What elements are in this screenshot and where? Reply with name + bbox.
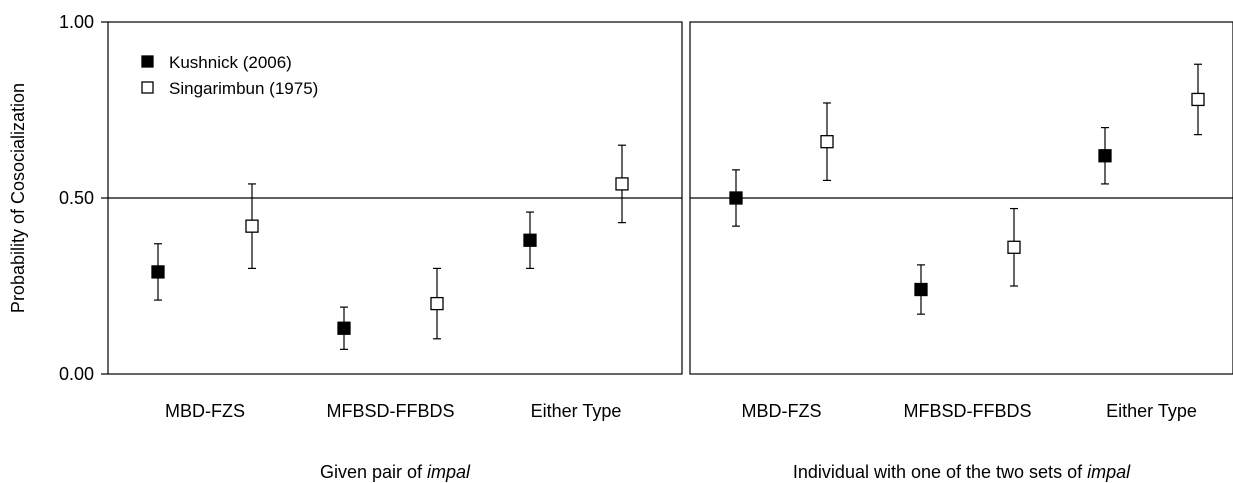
x-axis-title-panel-1: Given pair of impal [320, 462, 471, 482]
x-tick-label: MBD-FZS [165, 401, 245, 421]
data-point-singarimbun [1191, 92, 1205, 107]
data-point-kushnick [1098, 149, 1112, 163]
data-point-singarimbun [430, 296, 444, 311]
x-axis-title-part: Given pair of [320, 462, 427, 482]
data-point-singarimbun [1007, 240, 1021, 254]
legend-marker [141, 81, 154, 94]
data-point-kushnick [337, 321, 351, 335]
y-tick-label: 0.50 [59, 188, 94, 208]
data-point-singarimbun [245, 219, 259, 233]
x-axis-title-part: Individual with one of the two sets of [793, 462, 1087, 482]
x-axis-title-panel-2: Individual with one of the two sets of i… [793, 462, 1131, 482]
x-tick-label: MBD-FZS [742, 401, 822, 421]
y-axis-title: Probability of Cosocialization [8, 83, 28, 313]
x-tick-label: MFBSD-FFBDS [327, 401, 455, 421]
data-point-kushnick [151, 265, 165, 279]
x-axis-title-part: impal [1087, 462, 1131, 482]
data-point-kushnick [729, 191, 743, 205]
data-point-singarimbun [820, 135, 834, 149]
legend-label: Singarimbun (1975) [169, 79, 318, 98]
data-point-kushnick [914, 282, 928, 297]
y-tick-label: 1.00 [59, 12, 94, 32]
y-tick-label: 0.00 [59, 364, 94, 384]
x-axis-title-part: impal [427, 462, 471, 482]
data-point-kushnick [523, 233, 537, 247]
legend-marker [141, 55, 154, 68]
x-tick-label: Either Type [1106, 401, 1197, 421]
legend-label: Kushnick (2006) [169, 53, 292, 72]
x-tick-label: Either Type [531, 401, 622, 421]
data-point-singarimbun [615, 177, 629, 191]
x-tick-label: MFBSD-FFBDS [904, 401, 1032, 421]
